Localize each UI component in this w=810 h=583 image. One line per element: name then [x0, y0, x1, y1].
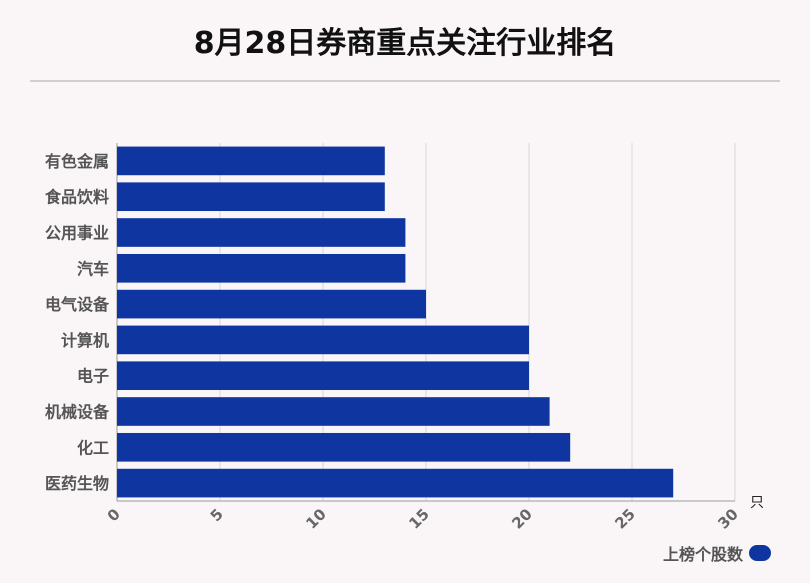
- category-label: 计算机: [61, 331, 109, 350]
- category-label: 电气设备: [45, 295, 110, 314]
- category-label: 机械设备: [45, 403, 110, 422]
- bar: [117, 325, 529, 355]
- legend-swatch: [749, 545, 772, 561]
- bar: [117, 432, 571, 462]
- bar: [117, 397, 550, 426]
- x-tick-label: 30: [714, 505, 741, 532]
- bar: [117, 289, 426, 319]
- x-tick-label: 5: [207, 505, 227, 525]
- x-tick-label: 25: [611, 505, 638, 532]
- legend: 上榜个股数: [663, 541, 772, 565]
- title-divider: [30, 80, 780, 82]
- category-label: 化工: [77, 438, 109, 457]
- x-tick-label: 20: [508, 505, 535, 532]
- bar: [117, 146, 385, 176]
- chart-title: 8月28日券商重点关注行业排名: [193, 26, 617, 61]
- x-unit-label: 只: [750, 495, 764, 511]
- category-label: 食品饮料: [44, 188, 109, 207]
- bar: [117, 182, 385, 212]
- category-label: 电子: [77, 367, 109, 386]
- category-label: 汽车: [77, 259, 109, 278]
- bar: [117, 468, 674, 498]
- category-label: 有色金属: [45, 152, 109, 171]
- bar: [117, 218, 406, 247]
- legend-label: 上榜个股数: [663, 545, 744, 564]
- bar: [117, 253, 406, 283]
- bar: [117, 361, 529, 391]
- x-tick-label: 15: [405, 505, 432, 532]
- category-label: 医药生物: [45, 474, 109, 493]
- x-tick-label: 10: [302, 505, 329, 532]
- category-label: 公用事业: [45, 224, 109, 243]
- x-tick-label: 0: [104, 505, 124, 525]
